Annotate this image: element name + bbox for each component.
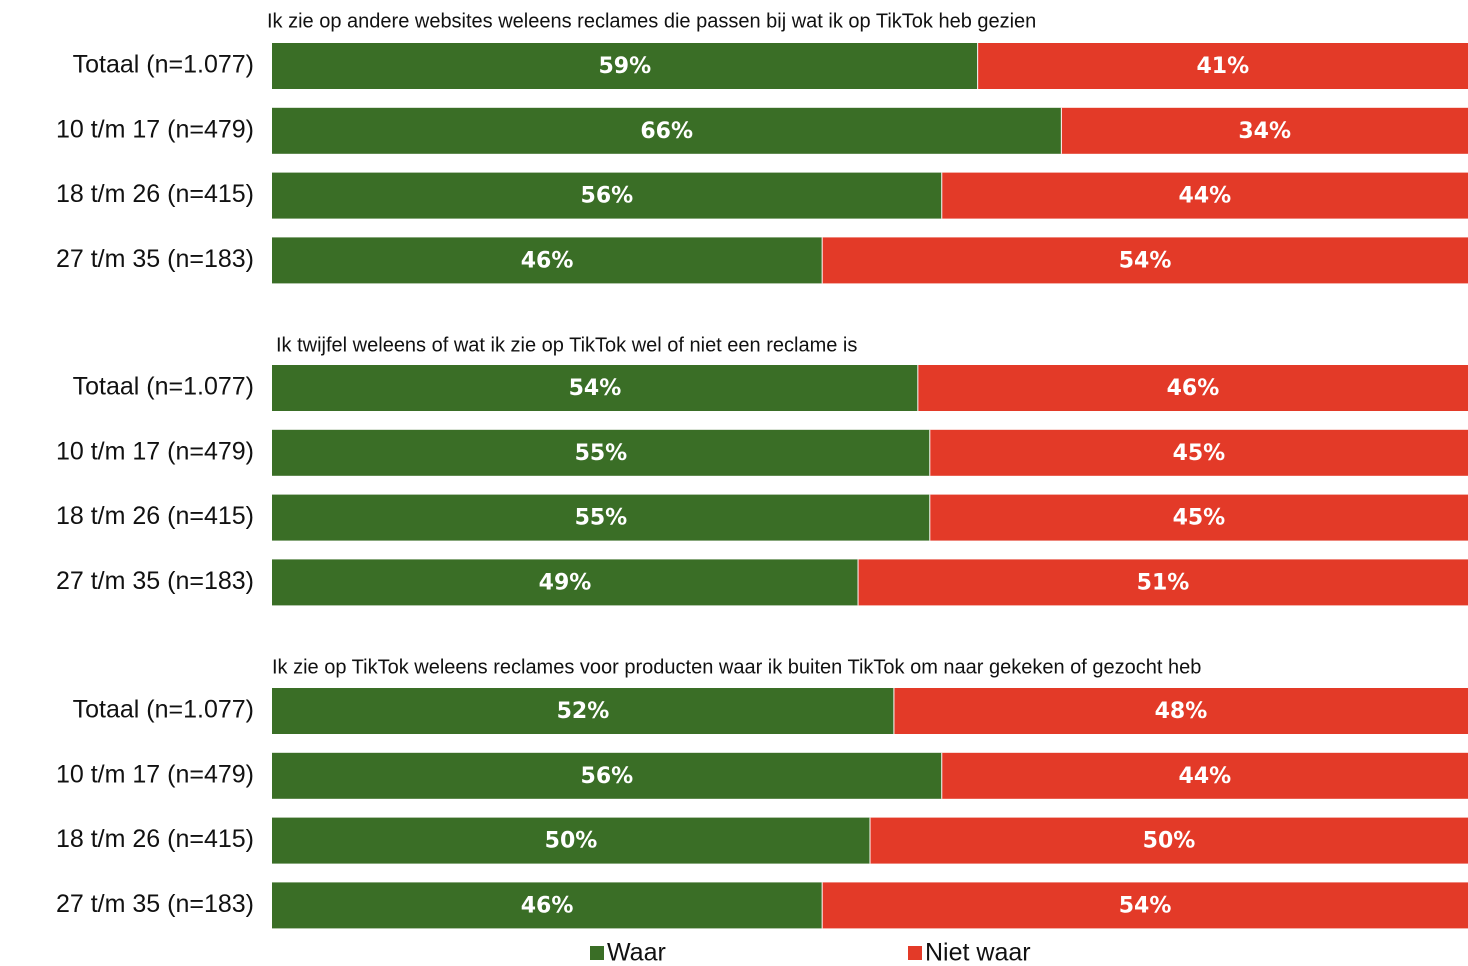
legend-label: Waar	[607, 939, 666, 966]
data-label: 55%	[575, 506, 628, 531]
data-label: 54%	[569, 376, 622, 401]
bar-segment-waar	[272, 43, 978, 89]
bar-segment-waar	[272, 237, 823, 284]
category-label: 27 t/m 35 (n=183)	[56, 567, 254, 595]
bar-segment-niet-waar	[893, 688, 1468, 734]
bar-segment-niet-waar	[917, 365, 1468, 411]
data-label: 45%	[1173, 506, 1226, 531]
data-label: 44%	[1179, 764, 1232, 789]
category-label: 18 t/m 26 (n=415)	[56, 180, 254, 208]
bar-segment-waar	[272, 494, 930, 541]
panel-title: Ik zie op TikTok weleens reclames voor p…	[272, 656, 1201, 678]
bar-segment-niet-waar	[977, 43, 1468, 89]
legend-swatch	[590, 946, 604, 960]
panel-2: Ik twijfel weleens of wat ik zie op TikT…	[56, 334, 1468, 606]
data-label: 56%	[581, 184, 634, 209]
bar-segment-waar	[272, 107, 1062, 154]
bar-segment-waar	[272, 752, 942, 799]
data-label: 66%	[640, 119, 693, 144]
category-label: 27 t/m 35 (n=183)	[56, 245, 254, 273]
data-label: 45%	[1173, 441, 1226, 466]
category-label: Totaal (n=1.077)	[73, 51, 254, 79]
panel-title: Ik zie op andere websites weleens reclam…	[267, 10, 1036, 32]
data-label: 41%	[1196, 54, 1249, 79]
category-label: Totaal (n=1.077)	[73, 373, 254, 401]
data-label: 52%	[557, 699, 610, 724]
panel-3: Ik zie op TikTok weleens reclames voor p…	[56, 656, 1468, 929]
legend-swatch	[908, 946, 922, 960]
bar-segment-niet-waar	[941, 172, 1468, 219]
category-label: 10 t/m 17 (n=479)	[56, 437, 254, 465]
data-label: 50%	[545, 829, 598, 854]
data-label: 34%	[1238, 119, 1291, 144]
category-label: 10 t/m 17 (n=479)	[56, 115, 254, 143]
bar-segment-niet-waar	[1061, 107, 1468, 154]
bar-segment-waar	[272, 365, 918, 411]
bar-segment-waar	[272, 172, 942, 219]
bar-segment-niet-waar	[822, 237, 1468, 284]
data-label: 54%	[1119, 893, 1172, 918]
bar-segment-waar	[272, 429, 930, 476]
data-label: 44%	[1179, 184, 1232, 209]
legend-label: Niet waar	[925, 939, 1031, 966]
bar-segment-waar	[272, 559, 859, 606]
category-label: Totaal (n=1.077)	[73, 696, 254, 724]
data-label: 55%	[575, 441, 628, 466]
category-label: 18 t/m 26 (n=415)	[56, 825, 254, 853]
bar-segment-niet-waar	[941, 752, 1468, 799]
bar-segment-niet-waar	[822, 882, 1468, 929]
data-label: 46%	[521, 893, 574, 918]
bar-segment-niet-waar	[870, 817, 1468, 864]
data-label: 54%	[1119, 248, 1172, 273]
data-label: 49%	[539, 570, 592, 595]
data-label: 48%	[1155, 699, 1208, 724]
legend: Waar Niet waar	[590, 939, 1031, 966]
bar-segment-niet-waar	[858, 559, 1468, 606]
data-label: 46%	[521, 248, 574, 273]
data-label: 51%	[1137, 570, 1190, 595]
panel-title: Ik twijfel weleens of wat ik zie op TikT…	[276, 334, 857, 356]
data-label: 46%	[1167, 376, 1220, 401]
bar-segment-niet-waar	[929, 429, 1468, 476]
panel-1: Ik zie op andere websites weleens reclam…	[56, 10, 1468, 284]
bar-segment-niet-waar	[929, 494, 1468, 541]
bar-segment-waar	[272, 882, 823, 929]
category-label: 27 t/m 35 (n=183)	[56, 890, 254, 918]
bar-segment-waar	[272, 688, 894, 734]
category-label: 18 t/m 26 (n=415)	[56, 502, 254, 530]
data-label: 56%	[581, 764, 634, 789]
data-label: 59%	[598, 54, 651, 79]
data-label: 50%	[1143, 829, 1196, 854]
category-label: 10 t/m 17 (n=479)	[56, 760, 254, 788]
bar-segment-waar	[272, 817, 870, 864]
